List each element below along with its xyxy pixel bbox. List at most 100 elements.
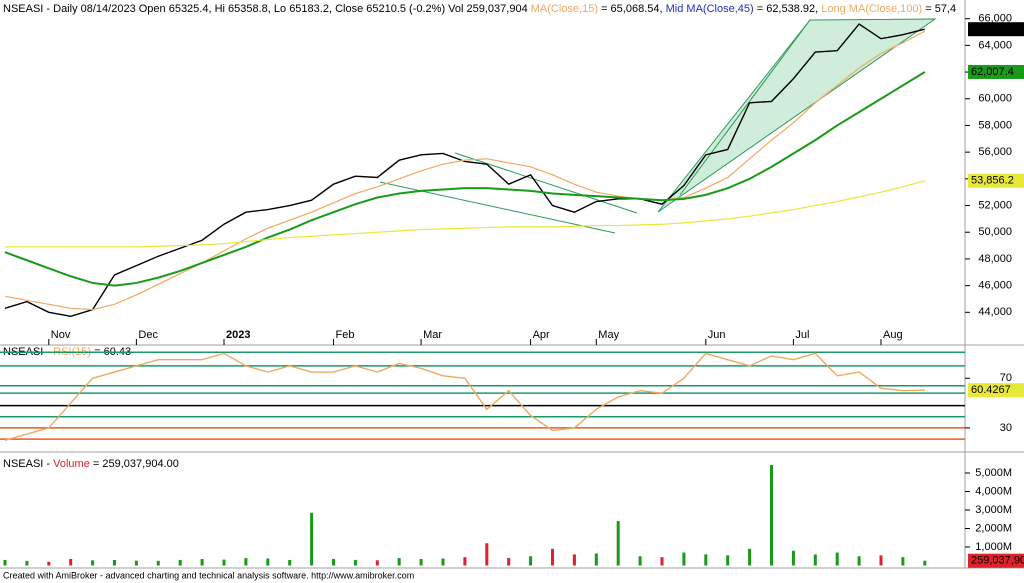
volume-bar xyxy=(748,548,752,566)
y-tick-label: 44,000 xyxy=(978,306,1012,318)
last-value-box xyxy=(968,383,1024,398)
y-tick-label: 4,000M xyxy=(975,485,1012,497)
y-tick-label: 46,000 xyxy=(978,280,1012,292)
x-tick-label: Aug xyxy=(883,329,903,341)
series-line xyxy=(5,180,925,248)
legend-name: Long MA(Close,100) xyxy=(821,3,922,15)
y-tick-label: 64,000 xyxy=(978,39,1012,51)
volume-bar xyxy=(375,560,379,566)
x-tick-label: May xyxy=(598,329,619,341)
volume-bar xyxy=(222,559,226,566)
last-value-label: 62,007.4 xyxy=(971,66,1014,78)
volume-bar xyxy=(572,554,576,566)
chart-title: NSEASI - xyxy=(3,458,50,470)
chart-title: NSEASI - Daily 08/14/2023 Open 65325.4, … xyxy=(3,3,528,15)
legend-name: Volume xyxy=(53,458,90,470)
volume-bar xyxy=(178,559,182,566)
x-tick-label: Nov xyxy=(51,329,71,341)
volume-bar xyxy=(638,556,642,566)
y-tick-label: 3,000M xyxy=(975,504,1012,516)
trend-line xyxy=(679,19,811,196)
series-line xyxy=(4,23,925,318)
volume-bar xyxy=(156,560,160,566)
last-value-label: 65,210.5 xyxy=(971,23,1014,35)
last-value-label: 60.4267 xyxy=(971,384,1011,396)
volume-bar xyxy=(266,558,270,566)
volume-bar xyxy=(879,555,883,566)
x-tick-label: Jul xyxy=(795,329,809,341)
price-header: NSEASI - Daily 08/14/2023 Open 65325.4, … xyxy=(3,3,956,15)
x-tick-label: Jun xyxy=(708,329,726,341)
legend-value: = 65,068.54, xyxy=(601,3,662,15)
volume-bar xyxy=(551,548,554,566)
volume-bar xyxy=(288,559,292,566)
x-tick-label: 2023 xyxy=(226,329,250,341)
volume-bar xyxy=(47,561,51,566)
volume-bar xyxy=(69,559,73,566)
volume-bar xyxy=(813,554,817,566)
volume-bar xyxy=(397,558,401,566)
y-tick-label: 60,000 xyxy=(978,93,1012,105)
volume-bar xyxy=(310,512,314,566)
volume-bar xyxy=(244,558,248,566)
series-line xyxy=(4,30,926,311)
volume-bar xyxy=(25,560,29,566)
trend-line xyxy=(454,152,638,214)
volume-bar xyxy=(485,543,489,566)
volume-bar xyxy=(726,555,730,566)
y-tick-label: 52,000 xyxy=(978,199,1012,211)
y-tick-label: 50,000 xyxy=(978,226,1012,238)
volume-bar xyxy=(770,465,773,566)
x-tick-label: Apr xyxy=(533,329,550,341)
y-tick-label: 2,000M xyxy=(975,522,1012,534)
legend-name: Mid MA(Close,45) xyxy=(666,3,754,15)
series-line xyxy=(4,71,926,287)
y-tick-label: 66,000 xyxy=(978,13,1012,25)
y-tick-label: 48,000 xyxy=(978,253,1012,265)
y-tick-label: 1,000M xyxy=(975,541,1012,553)
x-tick-label: Dec xyxy=(138,329,158,341)
y-tick-label: 70 xyxy=(1000,372,1012,384)
volume-header: NSEASI - Volume = 259,037,904.00 xyxy=(3,458,179,470)
volume-bar xyxy=(923,560,927,566)
trend-channel xyxy=(657,18,937,213)
volume-bar xyxy=(835,552,839,566)
volume-bar xyxy=(91,560,95,566)
volume-bar xyxy=(660,557,664,566)
volume-bar xyxy=(332,559,335,566)
volume-bar xyxy=(616,521,620,566)
y-tick-label: 5,000M xyxy=(975,467,1012,479)
last-value-label: 259,037,904 xyxy=(971,555,1024,567)
footer: Created with AmiBroker - advanced charti… xyxy=(3,570,414,580)
volume-bar xyxy=(419,559,423,566)
volume-bar xyxy=(134,560,138,566)
volume-bar xyxy=(200,559,204,566)
volume-bar xyxy=(791,550,795,566)
series-line xyxy=(4,352,925,441)
last-value-box xyxy=(968,22,1024,37)
last-value-box xyxy=(968,64,1024,79)
legend-value: = 62,538.92, xyxy=(757,3,818,15)
x-tick-label: Mar xyxy=(423,329,442,341)
volume-bar xyxy=(857,556,861,566)
legend-value: = 259,037,904.00 xyxy=(93,458,179,470)
volume-bar xyxy=(682,552,686,566)
volume-bar xyxy=(441,558,445,566)
y-tick-label: 56,000 xyxy=(978,146,1012,158)
volume-bar xyxy=(3,559,7,566)
x-tick-label: Feb xyxy=(336,329,355,341)
last-value-box xyxy=(968,553,1024,568)
volume-bar xyxy=(594,553,598,566)
legend-name: MA(Close,15) xyxy=(531,3,598,15)
volume-bar xyxy=(463,557,467,566)
last-value-label: 53,856.2 xyxy=(971,175,1014,187)
volume-bar xyxy=(704,554,708,566)
y-tick-label: 30 xyxy=(1000,422,1012,434)
y-tick-label: 58,000 xyxy=(978,119,1012,131)
volume-bar xyxy=(901,557,905,566)
volume-bar xyxy=(113,559,116,566)
volume-bar xyxy=(507,558,511,566)
